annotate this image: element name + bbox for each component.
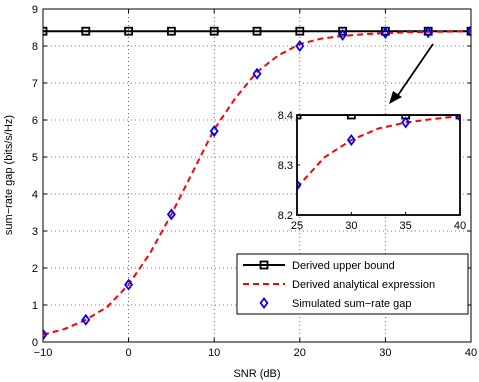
x-tick-label-4: 30 <box>379 347 391 359</box>
series-1-1-line <box>297 115 460 189</box>
series-0-2-point-3 <box>166 208 176 221</box>
plot-frame <box>42 8 472 343</box>
series-0-2-point-2 <box>124 278 134 291</box>
x-tick-label-5: 40 <box>465 347 477 359</box>
inset-x-tick-label-0: 25 <box>291 220 303 232</box>
legend: Derived upper bound Derived analytical ex… <box>236 253 469 315</box>
y-tick-label-8: 8 <box>32 41 38 53</box>
series-0-0-point-3 <box>166 26 176 36</box>
main-series <box>43 25 471 341</box>
inset-x-tick-label-3: 40 <box>454 220 466 232</box>
series-0-0-point-6 <box>295 26 305 36</box>
y-tick-label-1: 1 <box>32 300 38 312</box>
series-0-2-point-9 <box>423 26 433 39</box>
y-tick-label-2: 2 <box>32 263 38 275</box>
series-0-2-point-7 <box>338 28 348 41</box>
zoom-arrow-head <box>389 91 402 104</box>
inset-background <box>297 115 460 215</box>
series-0-0-point-2 <box>124 26 133 36</box>
series-0-2-point-1 <box>81 313 91 326</box>
series-1-2-point-2 <box>401 116 411 129</box>
y-tick-label-3: 3 <box>32 226 38 238</box>
zoom-arrow-line <box>395 43 434 99</box>
y-tick-label-5: 5 <box>32 152 38 164</box>
y-tick-label-6: 6 <box>32 115 38 127</box>
legend-marker-0 <box>259 260 269 270</box>
series-0-0-point-0 <box>43 26 48 36</box>
inset-y-tick-label-1: 8.3 <box>278 160 293 172</box>
series-1-2-point-1 <box>346 134 356 146</box>
inset-y-tick-label-2: 8.4 <box>278 110 293 122</box>
series-0-2-point-4 <box>209 125 219 138</box>
series-0-2-point-10 <box>466 25 471 38</box>
inset-y-tick-label-0: 8.2 <box>278 210 293 222</box>
inset-x-tick-label-2: 35 <box>400 220 412 232</box>
series-0-2-point-5 <box>252 67 262 80</box>
x-tick-label-3: 20 <box>294 347 306 359</box>
inset-ticks: 25 30 35 40 8.2 8.3 8.4 <box>278 110 466 232</box>
series-0-0-point-4 <box>209 26 219 36</box>
series-1-0-point-1 <box>346 115 356 120</box>
x-tick-label-1: 0 <box>126 347 132 359</box>
legend-label-2: Simulated sum−rate gap <box>292 298 412 310</box>
series-0-2-point-8 <box>380 27 390 40</box>
legend-items: Derived upper bound Derived analytical ex… <box>243 260 435 310</box>
inset-series <box>297 115 460 191</box>
series-0-1-line <box>43 30 471 336</box>
series-0-0-point-7 <box>338 26 348 36</box>
x-tick-label-2: 10 <box>208 347 220 359</box>
series-0-0-point-5 <box>252 26 262 36</box>
series-0-0-point-1 <box>81 26 91 36</box>
legend-label-0: Derived upper bound <box>292 260 395 272</box>
legend-marker-2 <box>259 297 269 309</box>
inset-x-tick-label-1: 30 <box>345 220 357 232</box>
y-tick-label-9: 9 <box>32 4 38 16</box>
series-1-2-point-0 <box>297 179 302 191</box>
x-axis-label: SNR (dB) <box>233 368 280 380</box>
y-tick-label-7: 7 <box>32 78 38 90</box>
series-0-2-point-6 <box>295 40 305 52</box>
y-tick-label-0: 0 <box>32 337 38 349</box>
series-0-2-point-0 <box>43 328 48 341</box>
x-tick-label-0: −10 <box>34 347 53 359</box>
y-axis-label: sum−rate gap (bits/s/Hz) <box>3 115 15 235</box>
legend-label-1: Derived analytical expression <box>292 279 435 291</box>
y-tick-label-4: 4 <box>32 189 38 201</box>
